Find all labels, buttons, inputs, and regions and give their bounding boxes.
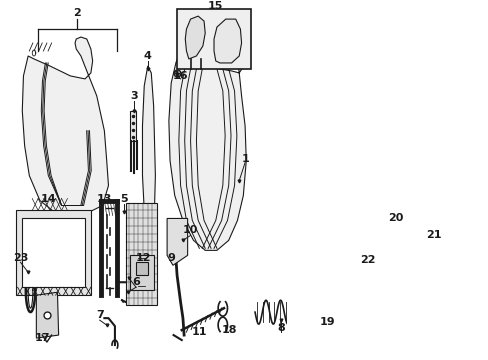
Text: 17: 17 [34, 333, 50, 343]
Polygon shape [126, 203, 157, 305]
Text: 8: 8 [277, 323, 285, 333]
Text: 18: 18 [222, 325, 237, 335]
Text: 21: 21 [425, 230, 441, 240]
Text: 5: 5 [120, 194, 128, 203]
Text: 10: 10 [183, 225, 198, 235]
Polygon shape [168, 41, 246, 250]
Polygon shape [167, 219, 187, 265]
Polygon shape [214, 19, 241, 63]
Text: 2: 2 [73, 8, 81, 18]
Polygon shape [176, 34, 246, 66]
Text: 12: 12 [136, 253, 151, 263]
Polygon shape [130, 255, 153, 290]
Text: 20: 20 [387, 213, 403, 224]
Polygon shape [36, 292, 59, 338]
Text: 19: 19 [319, 317, 334, 327]
Text: 3: 3 [130, 91, 137, 101]
Text: 11: 11 [191, 327, 207, 337]
Text: 13: 13 [97, 194, 112, 203]
Text: 4: 4 [143, 51, 151, 61]
Text: 15: 15 [208, 1, 223, 11]
Polygon shape [142, 66, 155, 250]
Text: 16: 16 [172, 71, 188, 81]
Text: 14: 14 [40, 194, 56, 203]
Text: 22: 22 [360, 255, 375, 265]
Text: 23: 23 [13, 253, 28, 263]
Text: 9: 9 [167, 253, 175, 263]
Polygon shape [177, 9, 250, 69]
Polygon shape [22, 37, 108, 216]
Polygon shape [130, 111, 136, 141]
Text: 6: 6 [132, 277, 140, 287]
Polygon shape [22, 219, 85, 287]
Polygon shape [17, 211, 91, 295]
Text: 7: 7 [96, 310, 103, 320]
Polygon shape [136, 262, 147, 275]
Polygon shape [185, 16, 205, 59]
Polygon shape [309, 252, 348, 320]
Text: 1: 1 [241, 154, 248, 164]
